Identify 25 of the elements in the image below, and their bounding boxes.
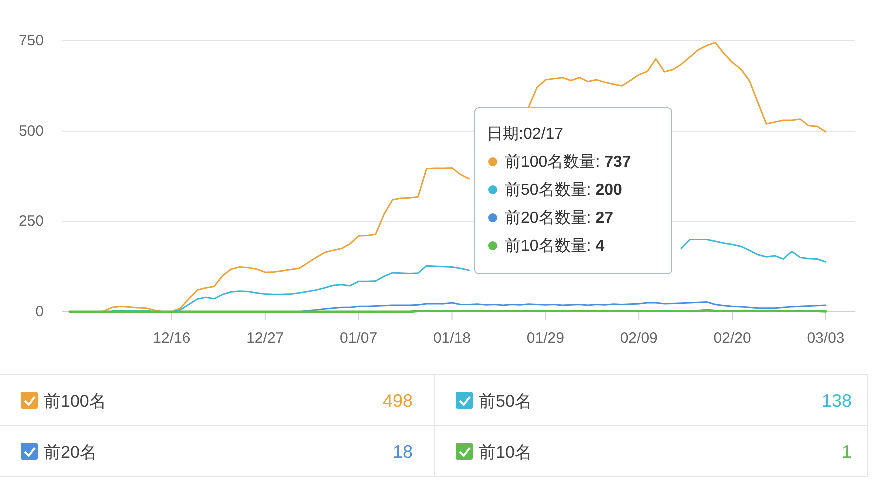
annotation: 日期:02/17 — [487, 125, 564, 143]
text: 138 — [822, 391, 852, 411]
x-tick-label: 03/03 — [807, 330, 845, 347]
annotation: 前20名数量: 27 — [505, 209, 614, 227]
y-tick-label: 250 — [18, 213, 44, 230]
x-tick-label: 12/16 — [153, 330, 191, 347]
legend-label: 前100名 — [44, 392, 106, 411]
annotation: 前50名数量: 200 — [505, 181, 622, 199]
x-tick-label: 02/09 — [620, 330, 658, 347]
text: 498 — [382, 391, 413, 411]
x-tick-label: 02/20 — [714, 330, 752, 347]
x-tick-label: 01/29 — [526, 330, 564, 347]
annotation: 前100名数量: 737 — [505, 153, 632, 171]
x-tick-label: 12/27 — [246, 330, 284, 347]
x-tick-label: 01/18 — [433, 330, 472, 347]
annotation: 前10名数量: 4 — [505, 237, 605, 255]
x-tick-label: 01/07 — [340, 330, 378, 347]
text: 18 — [392, 442, 413, 462]
legend-label: 前20名 — [44, 443, 97, 462]
text: 1 — [842, 442, 852, 462]
y-tick-label: 0 — [36, 304, 44, 320]
legend-label: 前50名 — [479, 392, 532, 411]
y-tick-label: 500 — [18, 122, 44, 140]
legend-label: 前10名 — [479, 443, 532, 462]
y-tick-label: 750 — [18, 32, 44, 50]
